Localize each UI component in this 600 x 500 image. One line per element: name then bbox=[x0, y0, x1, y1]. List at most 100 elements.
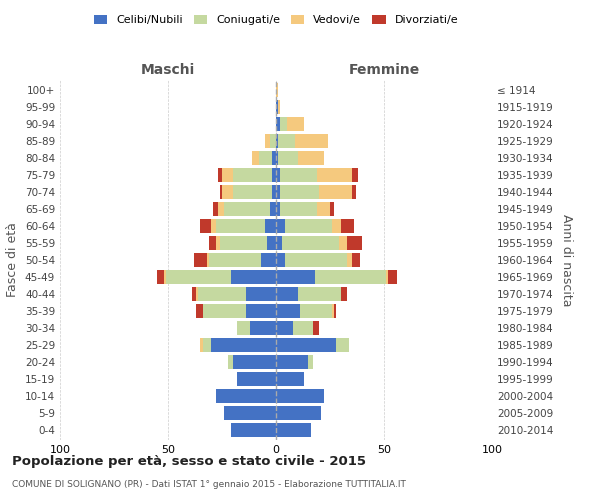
Bar bbox=[229, 355, 233, 368]
Bar bbox=[319, 186, 352, 199]
Bar bbox=[276, 406, 322, 419]
Bar bbox=[218, 168, 222, 182]
Bar bbox=[300, 304, 332, 318]
Bar bbox=[164, 270, 166, 284]
Bar bbox=[283, 236, 338, 250]
Bar bbox=[276, 118, 280, 131]
Bar bbox=[215, 389, 276, 402]
Bar bbox=[352, 186, 356, 199]
Bar bbox=[276, 287, 298, 301]
Bar bbox=[276, 321, 293, 334]
Bar bbox=[230, 270, 276, 284]
Bar bbox=[215, 219, 265, 233]
Bar bbox=[209, 253, 261, 267]
Bar bbox=[265, 219, 276, 233]
Bar bbox=[287, 118, 304, 131]
Bar bbox=[347, 236, 362, 250]
Bar bbox=[196, 304, 203, 318]
Bar bbox=[246, 287, 276, 301]
Bar bbox=[276, 253, 284, 267]
Bar bbox=[198, 287, 246, 301]
Bar bbox=[276, 84, 278, 97]
Bar bbox=[276, 186, 280, 199]
Bar bbox=[220, 186, 222, 199]
Bar bbox=[166, 270, 230, 284]
Bar bbox=[215, 236, 220, 250]
Bar bbox=[276, 372, 304, 386]
Bar bbox=[268, 236, 276, 250]
Bar bbox=[276, 338, 337, 351]
Bar bbox=[237, 372, 276, 386]
Legend: Celibi/Nubili, Coniugati/e, Vedovi/e, Divorziati/e: Celibi/Nubili, Coniugati/e, Vedovi/e, Di… bbox=[89, 10, 463, 30]
Bar bbox=[272, 186, 276, 199]
Bar bbox=[233, 355, 276, 368]
Bar bbox=[388, 270, 397, 284]
Y-axis label: Fasce di età: Fasce di età bbox=[7, 222, 19, 298]
Bar bbox=[196, 287, 198, 301]
Bar bbox=[347, 253, 352, 267]
Bar bbox=[280, 118, 287, 131]
Bar bbox=[298, 152, 323, 165]
Bar bbox=[352, 253, 360, 267]
Bar bbox=[269, 202, 276, 216]
Bar bbox=[308, 355, 313, 368]
Bar bbox=[272, 168, 276, 182]
Bar bbox=[276, 152, 278, 165]
Bar bbox=[233, 186, 272, 199]
Bar bbox=[278, 100, 280, 114]
Text: Popolazione per età, sesso e stato civile - 2015: Popolazione per età, sesso e stato civil… bbox=[12, 455, 366, 468]
Bar bbox=[278, 134, 295, 148]
Bar bbox=[276, 270, 315, 284]
Bar bbox=[280, 168, 317, 182]
Bar bbox=[313, 321, 319, 334]
Bar bbox=[246, 304, 276, 318]
Bar bbox=[334, 304, 337, 318]
Bar bbox=[224, 406, 276, 419]
Bar bbox=[209, 236, 215, 250]
Bar bbox=[276, 236, 283, 250]
Bar bbox=[276, 355, 308, 368]
Text: Maschi: Maschi bbox=[141, 64, 195, 78]
Bar bbox=[276, 100, 278, 114]
Bar bbox=[317, 168, 352, 182]
Bar bbox=[276, 202, 280, 216]
Bar bbox=[261, 253, 276, 267]
Bar bbox=[224, 202, 269, 216]
Bar bbox=[332, 304, 334, 318]
Bar bbox=[295, 134, 328, 148]
Y-axis label: Anni di nascita: Anni di nascita bbox=[560, 214, 573, 306]
Bar bbox=[157, 270, 164, 284]
Bar bbox=[207, 253, 209, 267]
Bar bbox=[276, 423, 311, 436]
Bar bbox=[220, 236, 268, 250]
Bar bbox=[278, 152, 298, 165]
Bar bbox=[338, 236, 347, 250]
Bar bbox=[218, 202, 224, 216]
Bar bbox=[280, 202, 317, 216]
Bar bbox=[203, 338, 211, 351]
Bar bbox=[276, 304, 300, 318]
Bar bbox=[284, 219, 332, 233]
Bar bbox=[233, 168, 272, 182]
Bar bbox=[269, 134, 276, 148]
Bar bbox=[259, 152, 272, 165]
Bar bbox=[276, 134, 278, 148]
Bar bbox=[341, 219, 354, 233]
Bar bbox=[265, 134, 269, 148]
Bar bbox=[276, 168, 280, 182]
Bar bbox=[272, 152, 276, 165]
Text: COMUNE DI SOLIGNANO (PR) - Dati ISTAT 1° gennaio 2015 - Elaborazione TUTTITALIA.: COMUNE DI SOLIGNANO (PR) - Dati ISTAT 1°… bbox=[12, 480, 406, 489]
Bar bbox=[214, 202, 218, 216]
Bar bbox=[352, 168, 358, 182]
Bar bbox=[284, 253, 347, 267]
Bar bbox=[237, 321, 250, 334]
Bar bbox=[317, 202, 330, 216]
Bar bbox=[203, 304, 246, 318]
Text: Femmine: Femmine bbox=[349, 64, 419, 78]
Bar bbox=[298, 287, 341, 301]
Bar bbox=[280, 186, 319, 199]
Bar bbox=[250, 321, 276, 334]
Bar bbox=[230, 423, 276, 436]
Bar bbox=[194, 253, 207, 267]
Bar bbox=[386, 270, 388, 284]
